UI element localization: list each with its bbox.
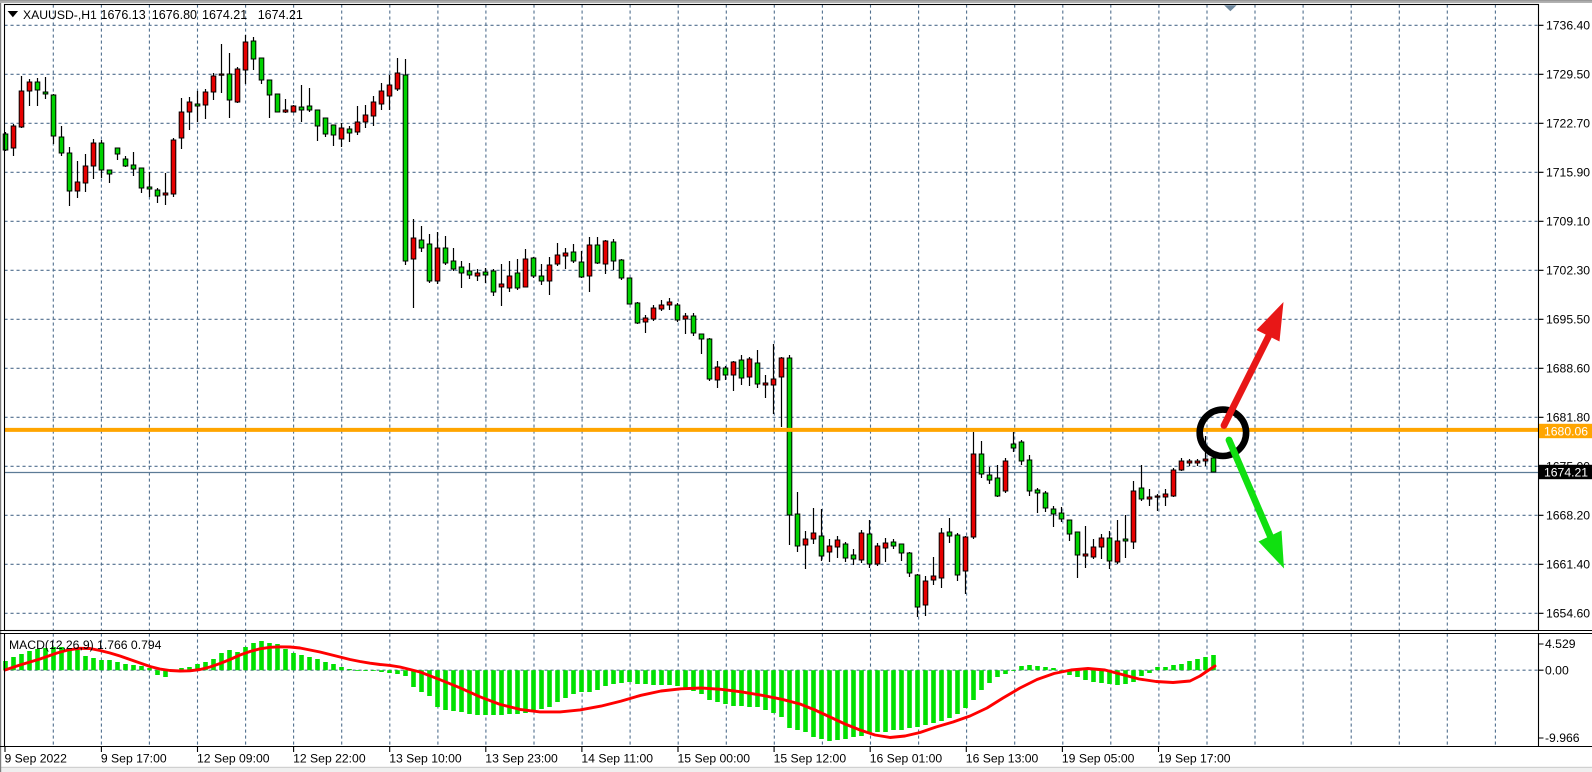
svg-text:1668.20: 1668.20	[1546, 509, 1590, 523]
svg-text:1715.90: 1715.90	[1546, 166, 1590, 180]
svg-text:19 Sep 17:00: 19 Sep 17:00	[1158, 752, 1231, 766]
svg-text:12 Sep 22:00: 12 Sep 22:00	[293, 752, 366, 766]
svg-text:1654.60: 1654.60	[1546, 607, 1590, 621]
svg-text:1722.70: 1722.70	[1546, 117, 1590, 131]
svg-text:13 Sep 23:00: 13 Sep 23:00	[485, 752, 558, 766]
svg-text:15 Sep 00:00: 15 Sep 00:00	[678, 752, 751, 766]
svg-text:9 Sep 17:00: 9 Sep 17:00	[101, 752, 167, 766]
svg-text:13 Sep 10:00: 13 Sep 10:00	[389, 752, 462, 766]
svg-text:-9.966: -9.966	[1545, 731, 1580, 745]
svg-text:1674.21: 1674.21	[258, 8, 303, 22]
svg-text:16 Sep 01:00: 16 Sep 01:00	[870, 752, 943, 766]
svg-text:1688.60: 1688.60	[1546, 362, 1590, 376]
svg-text:15 Sep 12:00: 15 Sep 12:00	[774, 752, 847, 766]
svg-text:1681.80: 1681.80	[1546, 411, 1590, 425]
svg-text:12 Sep 09:00: 12 Sep 09:00	[197, 752, 270, 766]
svg-text:1674.21: 1674.21	[1544, 465, 1588, 479]
svg-text:0.00: 0.00	[1545, 663, 1569, 677]
svg-text:4.529: 4.529	[1545, 637, 1576, 651]
svg-text:16 Sep 13:00: 16 Sep 13:00	[966, 752, 1039, 766]
svg-text:1674.21: 1674.21	[202, 8, 247, 22]
svg-text:19 Sep 05:00: 19 Sep 05:00	[1062, 752, 1135, 766]
svg-text:1680.06: 1680.06	[1544, 424, 1588, 438]
svg-text:1676.80: 1676.80	[152, 8, 197, 22]
svg-text:1676.13: 1676.13	[101, 8, 146, 22]
svg-text:1661.40: 1661.40	[1546, 558, 1590, 572]
svg-text:1695.50: 1695.50	[1546, 313, 1590, 327]
svg-text:1736.40: 1736.40	[1546, 19, 1590, 33]
svg-text:14 Sep 11:00: 14 Sep 11:00	[581, 752, 653, 766]
svg-text:MACD(12,26,9) 1.766 0.794: MACD(12,26,9) 1.766 0.794	[9, 638, 162, 652]
svg-text:1709.10: 1709.10	[1546, 215, 1590, 229]
svg-text:1729.50: 1729.50	[1546, 68, 1590, 82]
svg-text:XAUUSD-,H1: XAUUSD-,H1	[23, 8, 97, 22]
svg-text:9 Sep 2022: 9 Sep 2022	[5, 752, 68, 766]
svg-text:1702.30: 1702.30	[1546, 264, 1590, 278]
